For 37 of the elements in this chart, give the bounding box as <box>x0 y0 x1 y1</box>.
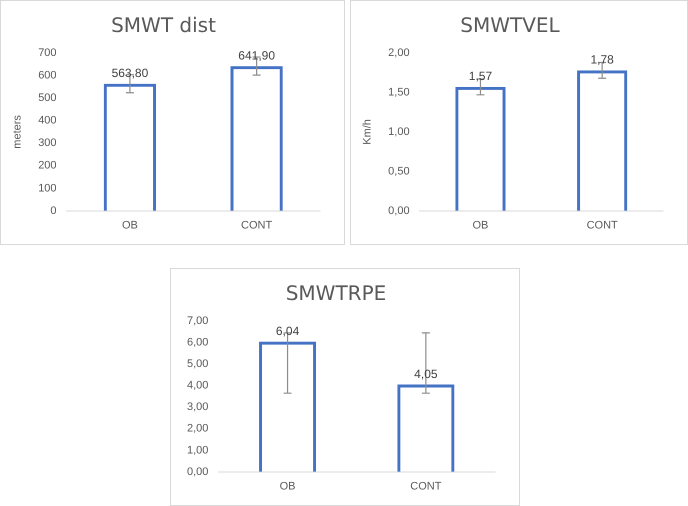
y-tick-label: 700 <box>38 47 57 60</box>
y-tick-label: 400 <box>38 114 57 127</box>
y-tick-label: 500 <box>38 92 57 104</box>
x-tick-label: CONT <box>410 480 442 492</box>
chart-title: SMWT dist <box>111 13 216 38</box>
data-label: 6,04 <box>276 324 300 338</box>
y-tick-label: 300 <box>38 137 57 150</box>
x-tick-label: OB <box>472 219 488 232</box>
x-tick-label: CONT <box>586 219 618 232</box>
data-label: 563,80 <box>112 66 149 80</box>
data-label: 1,57 <box>468 69 492 84</box>
y-tick-label: 0,00 <box>388 204 410 217</box>
data-label: 1,78 <box>590 52 614 67</box>
y-tick-label: 2,00 <box>186 422 208 435</box>
y-tick-label: 100 <box>38 182 57 194</box>
data-label: 641,90 <box>238 48 276 62</box>
chart-title: SMWTVEL <box>460 13 561 38</box>
y-axis-title: meters <box>12 114 24 149</box>
y-tick-label: 1,00 <box>388 126 410 138</box>
chart-title: SMWTRPE <box>286 281 386 306</box>
y-tick-label: 4,00 <box>186 380 208 392</box>
y-tick-label: 0,00 <box>186 466 208 478</box>
y-tick-label: 600 <box>38 70 57 82</box>
y-tick-label: 0 <box>50 204 57 217</box>
x-tick-label: CONT <box>241 219 272 232</box>
y-tick-label: 3,00 <box>186 401 208 414</box>
y-tick-label: 2,00 <box>388 47 410 60</box>
y-tick-label: 0,50 <box>388 165 410 178</box>
y-tick-label: 1,00 <box>186 444 208 456</box>
x-tick-label: OB <box>280 480 296 492</box>
y-tick-label: 7,00 <box>186 315 208 328</box>
y-tick-label: 1,50 <box>388 86 410 98</box>
y-tick-label: 200 <box>38 160 57 172</box>
y-axis-title: Km/h <box>362 119 374 145</box>
y-tick-label: 6,00 <box>186 336 208 349</box>
x-tick-label: OB <box>122 219 138 232</box>
y-tick-label: 5,00 <box>186 358 208 370</box>
